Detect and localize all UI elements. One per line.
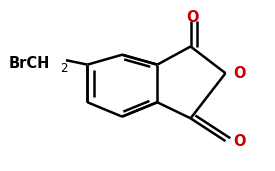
Text: 2: 2	[60, 62, 67, 75]
Text: O: O	[233, 134, 246, 149]
Text: O: O	[186, 10, 199, 25]
Text: O: O	[233, 66, 246, 81]
Text: BrCH: BrCH	[8, 56, 50, 71]
